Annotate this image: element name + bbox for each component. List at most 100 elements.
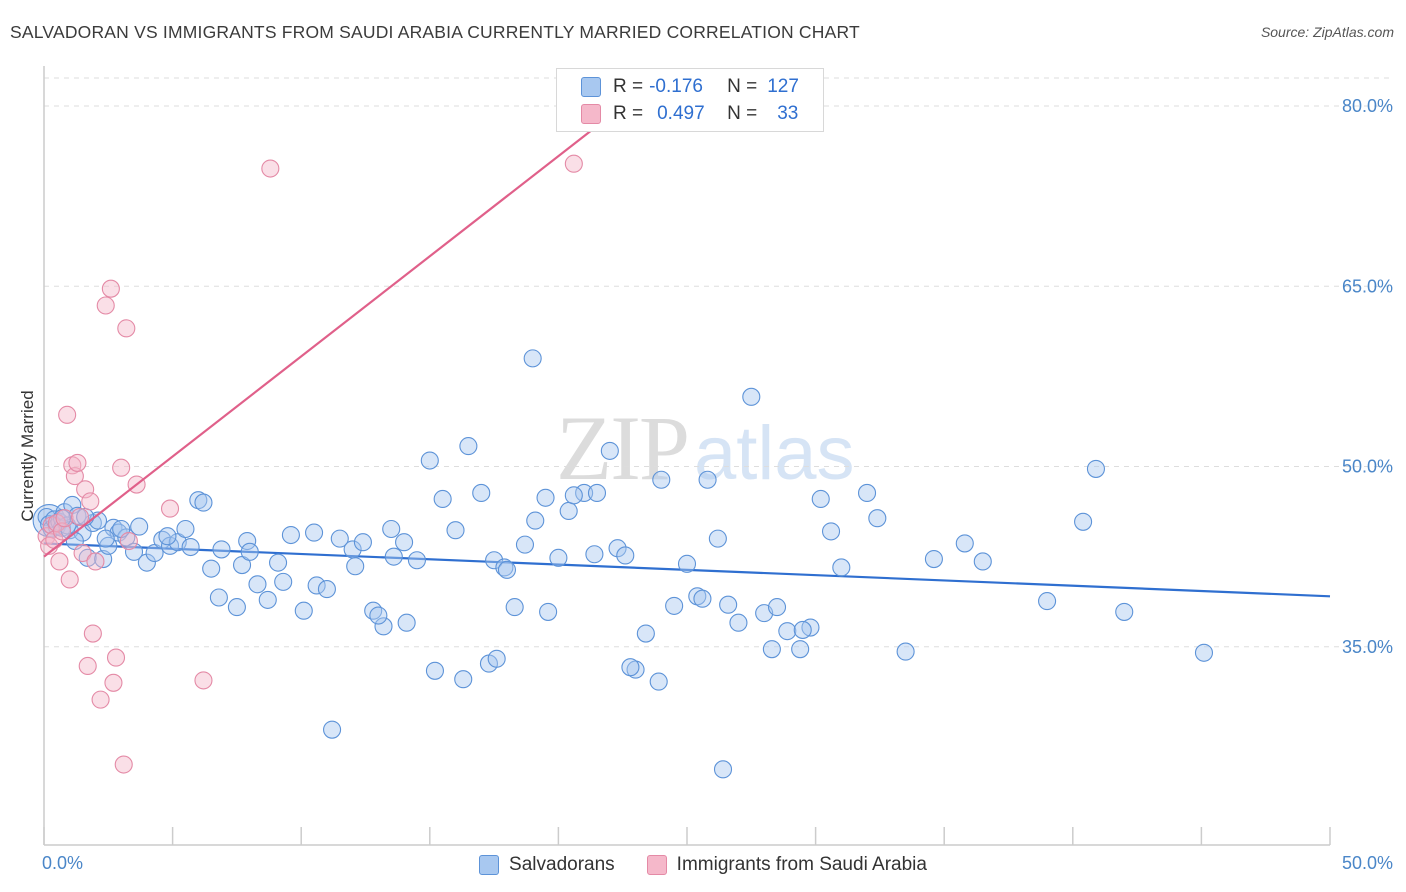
salvadorans-point: [294, 601, 313, 620]
y-tick-label: 35.0%: [1342, 637, 1393, 657]
legend-swatch-saudi: [646, 855, 667, 875]
y-axis-label: Currently Married: [18, 390, 37, 521]
salvadorans-point: [181, 537, 200, 557]
watermark-zip: ZIP: [556, 397, 690, 499]
salvadorans-point: [353, 533, 372, 552]
correlation-legend: R = -0.176 N = 127 R = 0.497 N = 33: [556, 68, 824, 132]
salvadorans-point: [708, 529, 727, 548]
salvadorans-point: [382, 519, 401, 539]
salvadorans-point: [742, 387, 761, 406]
saudi-point: [78, 656, 97, 676]
salvadorans-point: [446, 521, 465, 540]
saudi-point: [96, 296, 115, 315]
legend-n-value: 127: [767, 76, 799, 97]
salvadorans-point: [698, 470, 717, 489]
salvadorans-point: [425, 661, 444, 680]
salvadorans-point: [924, 549, 943, 569]
source-credit: Source: ZipAtlas.com: [1260, 24, 1394, 40]
axes: [43, 66, 1331, 846]
saudi-point: [261, 159, 280, 178]
salvadorans-point: [539, 602, 558, 621]
saudi-point: [68, 453, 87, 472]
saudi-trendline-group: [43, 105, 624, 558]
salvadorans-point: [821, 522, 841, 541]
salvadorans-point: [1074, 512, 1093, 531]
salvadorans-point: [505, 598, 524, 617]
legend-r-label: R =: [613, 76, 644, 97]
salvadorans-point: [238, 531, 257, 551]
chart-title: SALVADORAN VS IMMIGRANTS FROM SAUDI ARAB…: [10, 22, 860, 42]
salvadorans-point: [307, 576, 326, 595]
salvadorans-point: [955, 534, 974, 553]
saudi-point: [52, 522, 72, 541]
salvadorans-point: [454, 670, 473, 689]
salvadorans-point: [677, 554, 697, 573]
salvadorans-point: [549, 548, 568, 567]
x-tick-label-left: 0.0%: [42, 853, 83, 873]
saudi-point: [73, 543, 92, 563]
y-tick-label: 50.0%: [1342, 457, 1393, 477]
salvadorans-point: [585, 545, 604, 564]
saudi-point: [106, 648, 126, 667]
salvadorans-point: [194, 493, 213, 512]
legend-r-value: 0.497: [657, 103, 705, 124]
salvadorans-point: [515, 535, 535, 554]
salvadorans-point: [130, 517, 149, 536]
saudi-point: [160, 499, 180, 518]
salvadorans-point: [693, 589, 712, 608]
legend-swatch-salvadorans: [581, 77, 601, 97]
watermark-atlas: atlas: [694, 411, 855, 496]
salvadorans-point: [317, 580, 336, 599]
salvadorans-point: [564, 486, 583, 505]
salvadorans-point: [621, 658, 640, 677]
legend-n-value: 33: [777, 103, 799, 124]
salvadorans-point: [459, 437, 478, 456]
salvadorans-points: [32, 349, 1214, 779]
salvadorans-point: [209, 588, 228, 607]
salvadorans-point: [258, 590, 277, 609]
saudi-point: [86, 552, 105, 571]
salvadorans-point: [536, 488, 555, 507]
salvadorans-point: [857, 483, 877, 503]
salvadorans-point: [652, 470, 671, 489]
legend-row-saudi: R = 0.497 N = 33: [581, 101, 798, 127]
legend-swatch-saudi: [581, 104, 601, 124]
saudi-point: [101, 279, 120, 298]
salvadorans-point: [472, 483, 491, 503]
salvadorans-point: [495, 558, 514, 577]
salvadorans-point: [274, 572, 293, 591]
saudi-point: [194, 671, 213, 690]
salvadorans-point: [124, 542, 144, 561]
salvadorans-point: [719, 595, 738, 614]
series-legend: Salvadorans Immigrants from Saudi Arabia: [0, 852, 1406, 878]
salvadorans-point: [323, 720, 342, 739]
saudi-point: [91, 690, 110, 709]
saudi-point: [70, 507, 90, 527]
saudi-point: [104, 673, 123, 692]
salvadorans-point: [330, 529, 349, 548]
legend-row-salvadorans: R = -0.176 N = 127: [581, 74, 799, 100]
salvadorans-point: [636, 624, 655, 643]
salvadorans-point: [384, 547, 403, 566]
saudi-point: [114, 755, 133, 774]
salvadorans-point: [485, 551, 504, 570]
saudi-point: [60, 570, 79, 589]
salvadorans-point: [176, 519, 195, 539]
salvadorans-point: [397, 613, 416, 632]
legend-label: Immigrants from Saudi Arabia: [676, 854, 927, 875]
salvadorans-point: [369, 606, 388, 625]
saudi-point: [117, 319, 136, 338]
saudi-point: [564, 154, 583, 173]
saudi-point: [65, 467, 84, 486]
legend-n-label: N =: [727, 103, 758, 124]
legend-r-label: R =: [613, 103, 644, 124]
salvadorans-point: [1115, 602, 1134, 621]
x-tick-label-right: 50.0%: [1342, 853, 1393, 873]
salvadorans-point: [248, 575, 267, 594]
salvadorans-point: [96, 529, 115, 548]
salvadorans-point: [240, 542, 259, 561]
saudi-point: [55, 509, 74, 528]
salvadorans-point: [729, 613, 748, 632]
salvadorans-point: [137, 553, 156, 572]
